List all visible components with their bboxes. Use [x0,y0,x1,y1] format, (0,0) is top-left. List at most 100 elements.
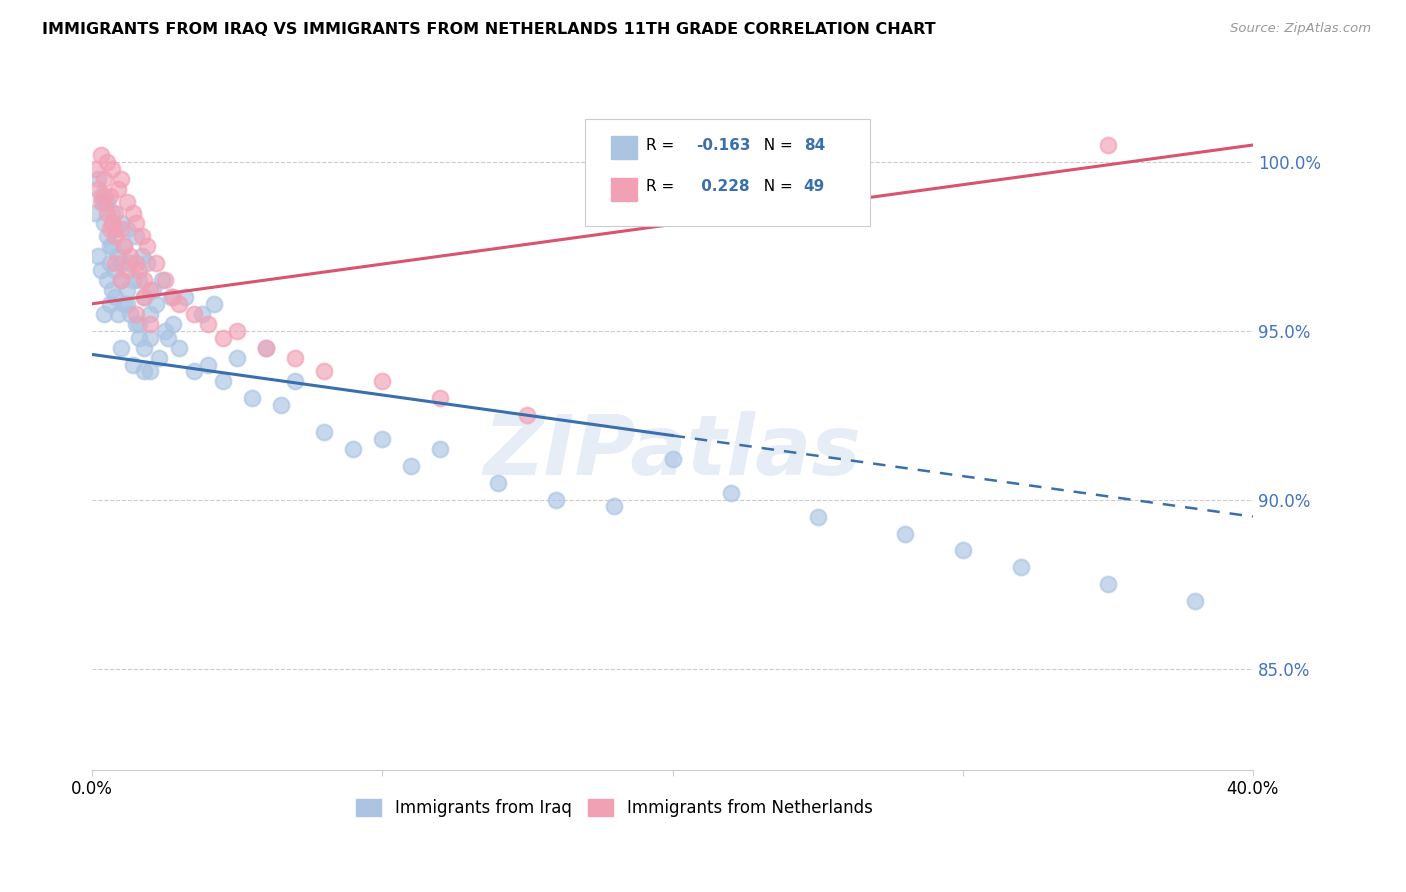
Point [183,364,205,378]
Point [202,297,225,311]
Text: N =: N = [754,137,797,153]
Point [516,409,538,423]
Text: 84: 84 [804,137,825,153]
Point [139,330,162,344]
Point [107,182,129,196]
Point [110,256,132,270]
Point [401,458,423,473]
Point [96,205,118,219]
Point [284,351,307,365]
Point [486,475,509,490]
Point [125,229,148,244]
Point [125,256,148,270]
Legend: Immigrants from Iraq, Immigrants from Netherlands: Immigrants from Iraq, Immigrants from Ne… [350,792,879,824]
Text: R =: R = [645,137,679,153]
Point [112,239,135,253]
Text: 49: 49 [804,179,825,194]
Point [90,148,112,162]
Text: IMMIGRANTS FROM IRAQ VS IMMIGRANTS FROM NETHERLANDS 11TH GRADE CORRELATION CHART: IMMIGRANTS FROM IRAQ VS IMMIGRANTS FROM … [42,22,936,37]
Point [131,250,153,264]
Point [720,486,742,500]
Point [110,171,132,186]
Point [104,256,127,270]
Point [145,256,167,270]
Point [107,307,129,321]
Point [429,392,451,406]
Text: R =: R = [645,179,679,194]
Point [270,398,292,412]
Point [118,250,141,264]
Point [546,492,568,507]
Point [1184,594,1206,608]
Point [139,317,162,331]
Point [314,364,336,378]
Point [148,351,170,365]
Point [115,283,138,297]
Point [284,375,307,389]
Point [128,330,150,344]
Point [136,256,159,270]
Point [134,290,156,304]
Point [98,222,121,236]
Point [112,297,135,311]
Point [93,171,115,186]
Point [104,263,127,277]
Point [167,297,190,311]
Point [125,317,148,331]
Point [98,188,121,202]
Point [90,195,112,210]
Point [1010,560,1032,574]
Point [139,283,162,297]
Point [101,205,124,219]
Point [134,341,156,355]
Point [1097,138,1119,153]
Point [101,239,124,253]
Point [115,195,138,210]
Point [107,250,129,264]
Point [150,273,173,287]
Point [98,297,121,311]
Point [211,330,233,344]
Point [314,425,336,439]
Point [197,317,219,331]
Point [134,364,156,378]
Text: -0.163: -0.163 [696,137,751,153]
Point [93,188,115,202]
Point [226,351,249,365]
Point [1097,577,1119,591]
Point [128,273,150,287]
Text: Source: ZipAtlas.com: Source: ZipAtlas.com [1230,22,1371,36]
Point [115,263,138,277]
Point [90,263,112,277]
Point [87,182,110,196]
Point [429,442,451,456]
Point [98,256,121,270]
Text: 0.228: 0.228 [696,179,749,194]
Point [98,239,121,253]
Point [121,205,143,219]
Point [156,330,179,344]
Point [226,324,249,338]
Point [139,364,162,378]
Point [162,317,184,331]
Point [96,195,118,210]
Point [197,358,219,372]
Point [90,188,112,202]
Point [96,229,118,244]
Point [139,307,162,321]
Point [104,290,127,304]
Text: N =: N = [754,179,797,194]
FancyBboxPatch shape [585,119,870,227]
Point [125,307,148,321]
Point [93,307,115,321]
Point [162,290,184,304]
Point [134,273,156,287]
Text: ZIPatlas: ZIPatlas [484,411,862,491]
Point [142,283,165,297]
Point [128,263,150,277]
Point [84,161,107,176]
Point [893,526,915,541]
Bar [612,136,637,159]
Point [87,171,110,186]
Point [101,161,124,176]
